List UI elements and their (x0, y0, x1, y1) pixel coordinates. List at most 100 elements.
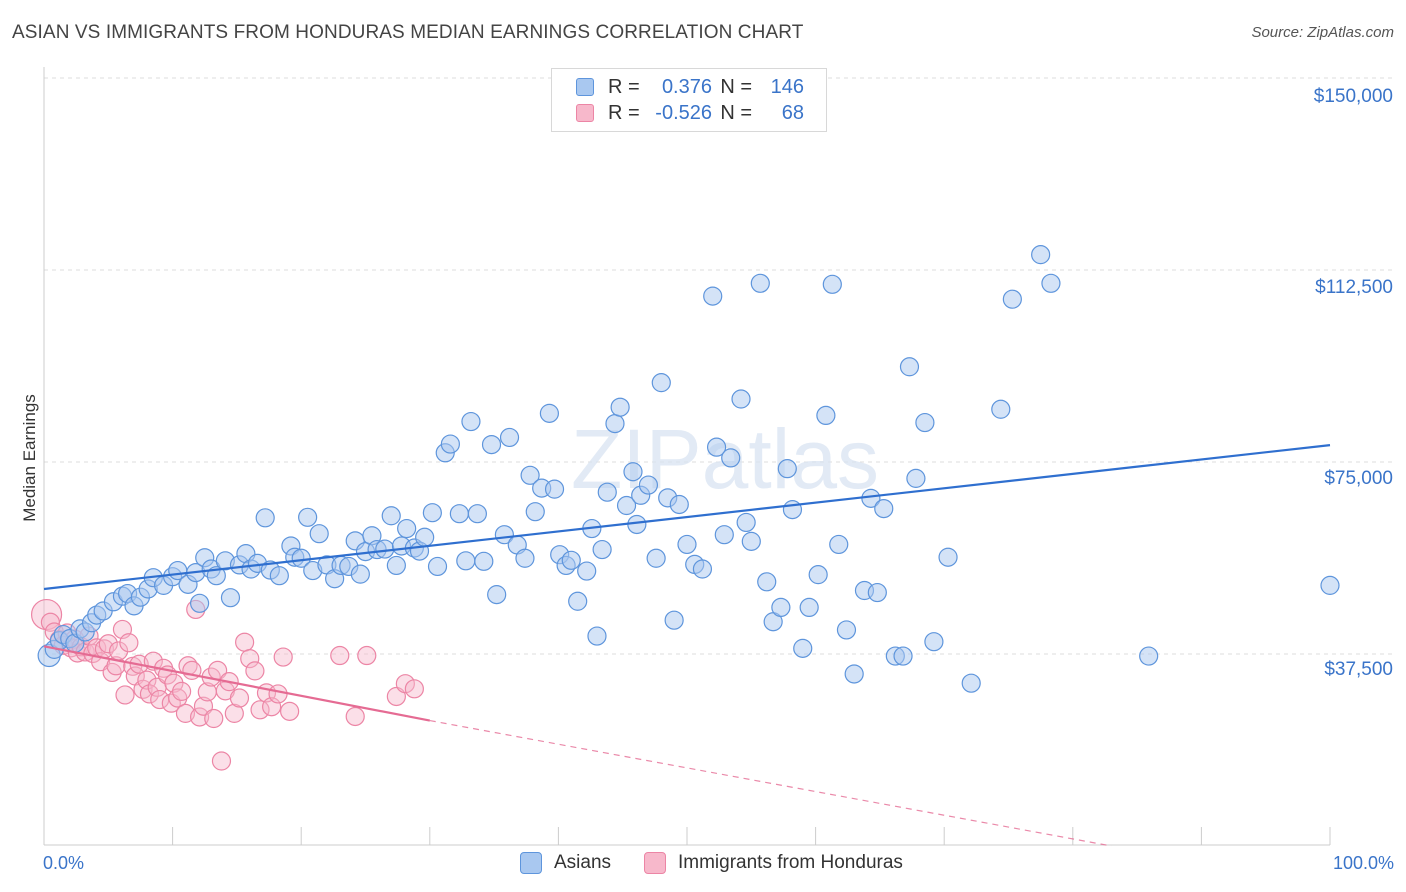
asian-point (298, 507, 318, 527)
honduras-point (330, 645, 350, 666)
asian-point (1041, 273, 1061, 293)
asian-point (456, 551, 476, 571)
asians-legend-label: Asians (554, 852, 612, 873)
y-tick-label: $112,500 (1315, 277, 1393, 298)
r-label: R = (608, 101, 640, 124)
honduras-point (240, 649, 260, 669)
asian-point (544, 479, 565, 499)
honduras-point (40, 612, 61, 632)
asian-point (515, 548, 535, 568)
asian-point (592, 539, 612, 560)
y-tick-label: $75,000 (1324, 468, 1393, 489)
asian-point (190, 593, 210, 613)
asian-point (422, 503, 442, 523)
honduras-point (280, 701, 300, 721)
honduras-point (98, 634, 118, 654)
n-label: N = (720, 101, 752, 124)
asian-point (638, 475, 659, 495)
asian-point (520, 465, 540, 485)
asian-point (499, 427, 520, 448)
honduras-point (250, 700, 270, 720)
honduras-point (193, 696, 214, 716)
honduras-point (139, 684, 160, 704)
honduras-legend-swatch (644, 852, 666, 874)
asian-point (938, 547, 958, 567)
honduras-point (211, 751, 232, 771)
asian-point (597, 482, 617, 502)
honduras-point (229, 688, 250, 708)
asian-point (899, 357, 920, 377)
honduras-point (395, 674, 415, 694)
honduras-point (404, 679, 424, 699)
asian-point (829, 534, 849, 555)
asian-point (474, 551, 494, 571)
asian-point (703, 286, 723, 306)
asian-point (487, 585, 507, 605)
honduras-point (172, 681, 192, 701)
correlation-legend: R = 0.376 N = 146 R = -0.526 N = 68 (551, 68, 827, 132)
legend-row-honduras: R = -0.526 N = 68 (576, 100, 804, 126)
legend-row-asians: R = 0.376 N = 146 (576, 74, 804, 100)
asians-legend-swatch (520, 852, 542, 874)
honduras-point (273, 647, 293, 667)
honduras-swatch (576, 104, 594, 122)
asian-point (610, 397, 630, 417)
asian-point (924, 632, 944, 652)
honduras-points (30, 598, 424, 771)
asian-point (915, 412, 935, 433)
honduras-point (357, 645, 377, 666)
honduras-point (175, 703, 196, 723)
honduras-legend-label: Immigrants from Honduras (678, 852, 903, 873)
honduras-trendline-extension (429, 719, 1112, 847)
asian-point (1139, 646, 1159, 666)
honduras-point (235, 632, 255, 652)
honduras-trendline (43, 645, 431, 722)
asian-point (669, 494, 689, 515)
asian-point (906, 468, 926, 488)
honduras-point (115, 685, 135, 705)
asian-point (481, 434, 502, 455)
r-label: R = (608, 75, 640, 98)
asian-point (415, 527, 435, 547)
asian-point (646, 548, 666, 568)
asian-point (706, 437, 727, 457)
asian-point (1002, 289, 1022, 309)
asian-point (440, 434, 460, 454)
asian-trendline (43, 444, 1331, 591)
r-value: 0.376 (661, 75, 712, 98)
asian-point (736, 512, 756, 533)
asian-points (37, 245, 1340, 693)
asian-point (587, 626, 607, 646)
asian-point (494, 525, 514, 545)
asian-point (799, 597, 819, 618)
honduras-point (190, 707, 210, 727)
asian-point (874, 498, 894, 519)
asian-point (808, 565, 828, 585)
honduras-point (164, 673, 184, 693)
r-value: -0.526 (655, 101, 712, 124)
asian-point (1031, 245, 1051, 265)
asian-point (741, 531, 761, 551)
honduras-point (345, 706, 365, 727)
asian-point (677, 534, 697, 555)
asian-point (816, 405, 836, 426)
x-max-label: 100.0% (1332, 853, 1394, 873)
asian-point (577, 561, 597, 581)
asian-point (627, 514, 647, 535)
asian-point (771, 597, 791, 618)
asian-point (961, 673, 981, 693)
asian-point (664, 610, 684, 630)
asian-point (220, 588, 241, 608)
honduras-point (224, 703, 244, 723)
asian-point (605, 414, 625, 434)
y-axis-label: Median Earnings (20, 394, 39, 522)
asian-point (616, 495, 637, 516)
asian-point (721, 448, 741, 468)
n-label: N = (720, 75, 752, 98)
source-credit: Source: ZipAtlas.com (1251, 24, 1394, 41)
asian-point (757, 572, 777, 592)
asian-point (1320, 575, 1340, 595)
asians-swatch (576, 78, 594, 96)
asian-point (651, 373, 671, 393)
